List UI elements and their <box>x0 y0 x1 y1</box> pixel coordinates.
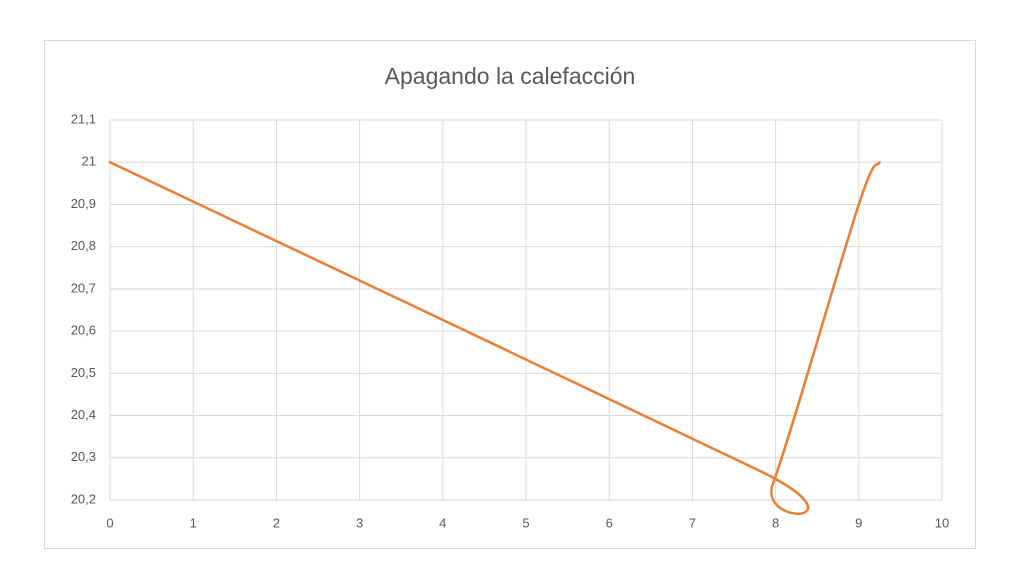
y-tick-label: 21 <box>82 154 96 169</box>
x-tick-label: 3 <box>356 515 363 530</box>
line <box>108 160 881 515</box>
x-tick-label: 7 <box>689 515 696 530</box>
x-tick-label: 1 <box>190 515 197 530</box>
x-tick-label: 9 <box>855 515 862 530</box>
y-tick-label: 20,2 <box>71 491 96 506</box>
y-tick-label: 20,9 <box>71 196 96 211</box>
x-tick-label: 10 <box>935 515 949 530</box>
y-tick-label: 21,1 <box>71 111 96 126</box>
x-tick-label: 4 <box>439 515 446 530</box>
y-tick-label: 20,4 <box>71 407 96 422</box>
chart-title: Apagando la calefacción <box>385 63 636 89</box>
y-tick-label: 20,8 <box>71 238 96 253</box>
y-tick-label: 20,7 <box>71 280 96 295</box>
x-tick-label: 8 <box>772 515 779 530</box>
y-tick-label: 20,5 <box>71 365 96 380</box>
x-tick-label: 2 <box>273 515 280 530</box>
chart-border <box>44 40 976 549</box>
x-tick-label: 5 <box>522 515 529 530</box>
x-tick-label: 0 <box>106 515 113 530</box>
y-tick-label: 20,3 <box>71 449 96 464</box>
y-tick-label: 20,6 <box>71 323 96 338</box>
x-tick-label: 6 <box>606 515 613 530</box>
